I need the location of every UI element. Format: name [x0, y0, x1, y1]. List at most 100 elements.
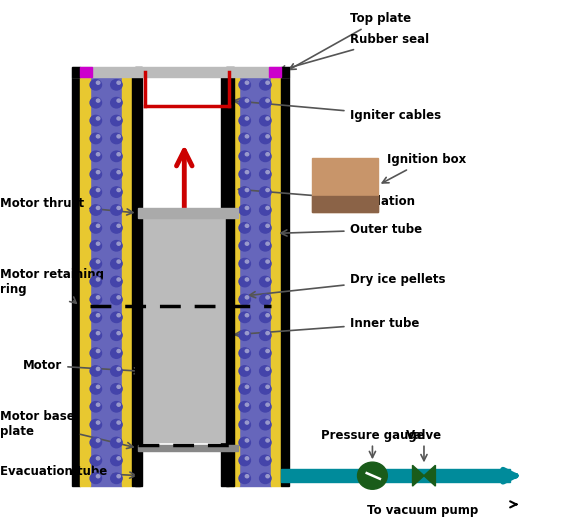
Circle shape — [266, 439, 269, 442]
Bar — [72, 67, 80, 77]
Circle shape — [117, 152, 121, 156]
Circle shape — [266, 350, 269, 353]
Text: Motor retaining
ring: Motor retaining ring — [0, 268, 104, 303]
Circle shape — [90, 223, 102, 233]
Circle shape — [260, 223, 271, 233]
Circle shape — [245, 206, 249, 210]
Text: Rubber seal: Rubber seal — [280, 33, 429, 72]
Circle shape — [239, 455, 251, 466]
Circle shape — [239, 401, 251, 412]
Circle shape — [90, 169, 102, 179]
Circle shape — [245, 260, 249, 263]
Circle shape — [96, 314, 100, 317]
Circle shape — [245, 332, 249, 335]
Bar — [80, 77, 90, 486]
Circle shape — [90, 294, 102, 304]
Circle shape — [245, 81, 249, 84]
Bar — [80, 67, 92, 77]
Circle shape — [90, 419, 102, 430]
Circle shape — [266, 421, 269, 424]
Circle shape — [239, 169, 251, 179]
Circle shape — [239, 258, 251, 269]
Circle shape — [245, 403, 249, 406]
Bar — [229, 77, 239, 486]
Circle shape — [111, 97, 122, 108]
Circle shape — [260, 294, 271, 304]
Circle shape — [117, 224, 121, 227]
Circle shape — [260, 419, 271, 430]
Text: Motor base
plate: Motor base plate — [0, 410, 133, 449]
Circle shape — [117, 332, 121, 335]
Circle shape — [90, 401, 102, 412]
Circle shape — [260, 438, 271, 447]
Circle shape — [111, 473, 122, 484]
Circle shape — [111, 276, 122, 287]
Circle shape — [245, 242, 249, 245]
Circle shape — [96, 242, 100, 245]
Circle shape — [266, 403, 269, 406]
Bar — [122, 77, 132, 486]
Circle shape — [111, 419, 122, 430]
Circle shape — [117, 439, 121, 442]
Circle shape — [111, 401, 122, 412]
Circle shape — [96, 475, 100, 478]
Circle shape — [96, 403, 100, 406]
Circle shape — [96, 152, 100, 156]
Bar — [137, 209, 238, 217]
Circle shape — [111, 384, 122, 394]
Circle shape — [245, 99, 249, 102]
Bar — [269, 67, 281, 77]
Circle shape — [117, 296, 121, 299]
Circle shape — [239, 151, 251, 161]
Text: Evacuation tube: Evacuation tube — [0, 465, 136, 478]
Circle shape — [111, 169, 122, 179]
Circle shape — [239, 473, 251, 484]
Text: Motor: Motor — [23, 359, 140, 374]
Circle shape — [239, 348, 251, 358]
Circle shape — [260, 205, 271, 215]
Circle shape — [96, 457, 100, 460]
Circle shape — [90, 115, 102, 126]
Circle shape — [245, 421, 249, 424]
Circle shape — [260, 133, 271, 144]
Circle shape — [260, 366, 271, 376]
Circle shape — [266, 260, 269, 263]
Circle shape — [260, 169, 271, 179]
Circle shape — [111, 187, 122, 198]
Text: Top plate: Top plate — [289, 12, 411, 70]
Polygon shape — [424, 465, 436, 486]
Circle shape — [266, 475, 269, 478]
Circle shape — [266, 296, 269, 299]
Circle shape — [96, 332, 100, 335]
Circle shape — [111, 241, 122, 251]
Circle shape — [239, 312, 251, 323]
Circle shape — [260, 401, 271, 412]
Circle shape — [111, 151, 122, 161]
Circle shape — [266, 81, 269, 84]
Circle shape — [266, 206, 269, 210]
Circle shape — [96, 81, 100, 84]
Circle shape — [111, 80, 122, 90]
Bar — [137, 445, 238, 451]
Circle shape — [245, 278, 249, 281]
Circle shape — [111, 115, 122, 126]
Circle shape — [90, 312, 102, 323]
Bar — [226, 67, 234, 486]
Polygon shape — [412, 465, 424, 486]
Circle shape — [239, 366, 251, 376]
Circle shape — [117, 457, 121, 460]
Circle shape — [90, 330, 102, 341]
Circle shape — [96, 367, 100, 370]
Circle shape — [266, 457, 269, 460]
Text: Inner tube: Inner tube — [235, 317, 419, 337]
Circle shape — [245, 135, 249, 138]
Circle shape — [90, 97, 102, 108]
Circle shape — [266, 117, 269, 120]
Bar — [281, 77, 289, 486]
Circle shape — [117, 260, 121, 263]
Circle shape — [111, 438, 122, 447]
Circle shape — [239, 187, 251, 198]
Circle shape — [260, 241, 271, 251]
Circle shape — [96, 385, 100, 388]
Bar — [72, 77, 80, 486]
